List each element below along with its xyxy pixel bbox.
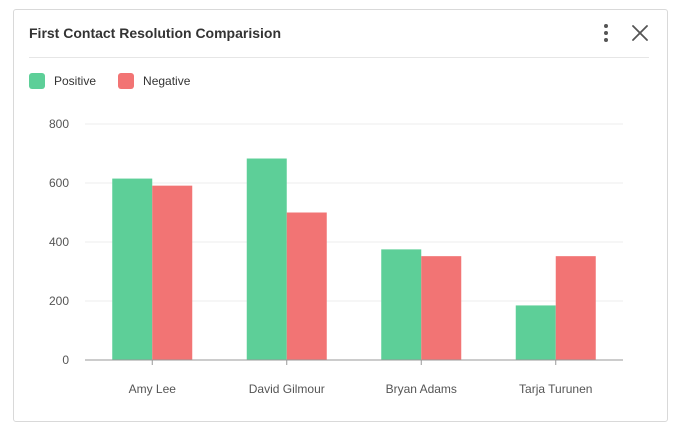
y-tick-label: 800 [49,117,69,131]
bar-positive-3[interactable] [515,305,556,360]
y-tick-label: 200 [49,294,69,308]
bar-negative-1[interactable] [286,212,327,361]
legend-item-positive[interactable]: Positive [29,73,96,89]
legend-swatch-negative [118,73,135,89]
bar-negative-3[interactable] [555,256,596,360]
close-icon[interactable] [630,22,650,44]
legend-label-positive: Positive [54,74,97,88]
card-title: First Contact Resolution Comparision [29,25,282,41]
kebab-menu-icon[interactable] [599,23,613,43]
legend-item-negative[interactable]: Negative [118,73,190,89]
x-tick-label: David Gilmour [249,382,325,396]
bar-positive-0[interactable] [112,178,153,360]
card-header: First Contact Resolution Comparision [14,10,667,57]
x-tick-label: Tarja Turunen [519,382,592,396]
x-tick-label: Bryan Adams [386,382,457,396]
y-tick-label: 0 [62,353,69,367]
bar-negative-0[interactable] [152,185,193,360]
bar-positive-1[interactable] [246,158,287,360]
bar-negative-2[interactable] [421,256,462,360]
x-tick-label: Amy Lee [129,382,177,396]
legend-swatch-positive [29,73,45,89]
chart-legend: Positive Negative [29,72,212,90]
y-tick-label: 600 [49,176,69,190]
y-tick-label: 400 [49,235,69,249]
legend-label-negative: Negative [143,74,191,88]
header-divider [29,57,649,58]
bar-positive-2[interactable] [381,249,422,360]
